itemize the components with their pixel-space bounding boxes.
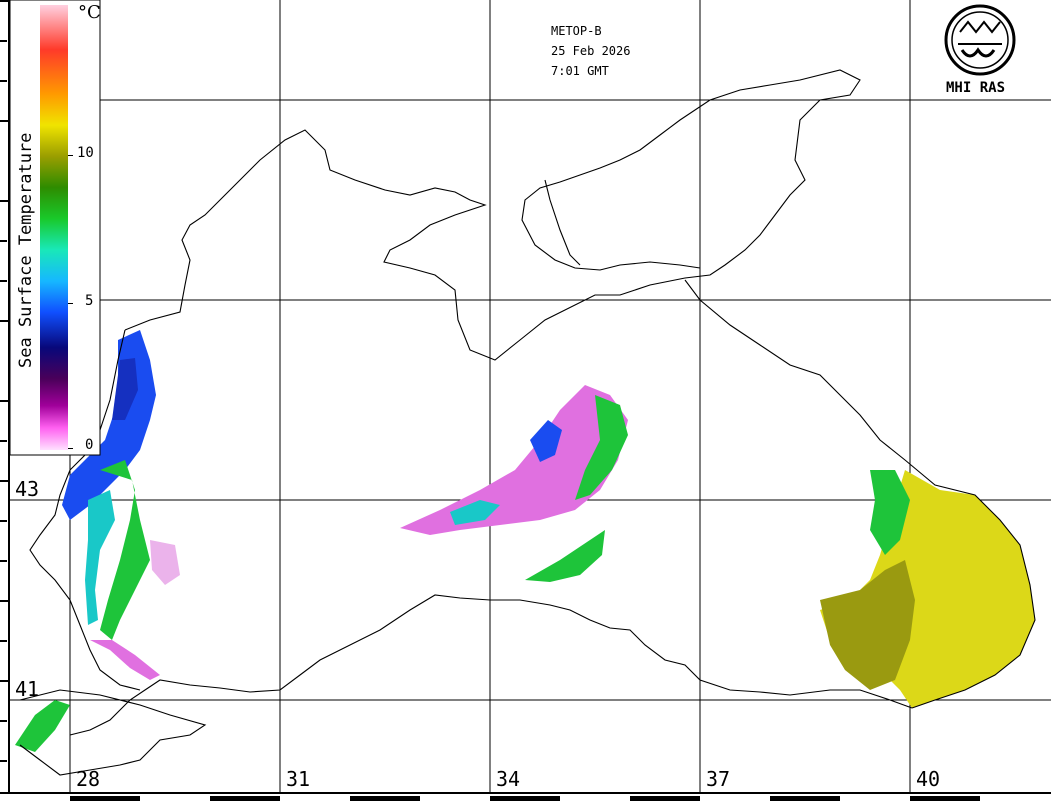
sst-patch-central-south — [525, 530, 605, 582]
longitude-label-37: 37 — [706, 767, 731, 791]
legend-unit: °C — [78, 2, 101, 23]
sst-patch-east-olive — [820, 560, 915, 690]
sst-patch-central-cyan — [450, 500, 500, 525]
longitude-label-28: 28 — [76, 767, 101, 791]
sst-patch-west-green — [100, 460, 150, 640]
coastline — [19, 69, 1036, 776]
longitude-label-40: 40 — [916, 767, 941, 791]
legend-title: Sea Surface Temperature — [16, 132, 36, 368]
coastline-south — [69, 594, 913, 736]
bottom-scale-bar — [0, 792, 1051, 801]
sst-patch-central-plume — [400, 385, 628, 535]
sst-patch-west-cyan — [85, 490, 115, 625]
coastline-east — [684, 279, 1036, 709]
logo-text: MHI RAS — [946, 80, 1006, 96]
longitude-label-34: 34 — [496, 767, 521, 791]
legend-tick-0: 0 — [85, 437, 94, 453]
legend-colorbar — [9, 0, 101, 456]
latitude-label-43: 43 — [15, 477, 40, 501]
sst-patch-marmara — [15, 700, 70, 752]
sst-patch-central-green — [575, 395, 628, 500]
date-label: 25 Feb 2026 — [551, 44, 631, 58]
coastline-marmara — [19, 689, 207, 776]
legend-tick-5: 5 — [85, 293, 94, 309]
coastline-north — [124, 69, 861, 361]
sst-patch-west-magenta — [90, 640, 160, 680]
sst-patch-central-blue — [530, 420, 562, 462]
time-label: 7:01 GMT — [551, 64, 609, 78]
sst-data-layer — [15, 330, 1035, 752]
satellite-label: METOP-B — [551, 24, 602, 38]
longitude-label-31: 31 — [286, 767, 311, 791]
sst-patch-west-blue-dark — [112, 358, 138, 420]
coastline-west — [29, 329, 141, 691]
left-scale-bar — [0, 0, 10, 801]
mhi-ras-emblem-icon — [944, 4, 1016, 76]
sst-patch-west-speckle — [150, 540, 180, 585]
latitude-label-41: 41 — [15, 677, 40, 701]
coastline-azov-spit — [544, 179, 581, 266]
sst-patch-east-edge — [870, 470, 910, 555]
legend-tick-10: 10 — [77, 145, 94, 161]
